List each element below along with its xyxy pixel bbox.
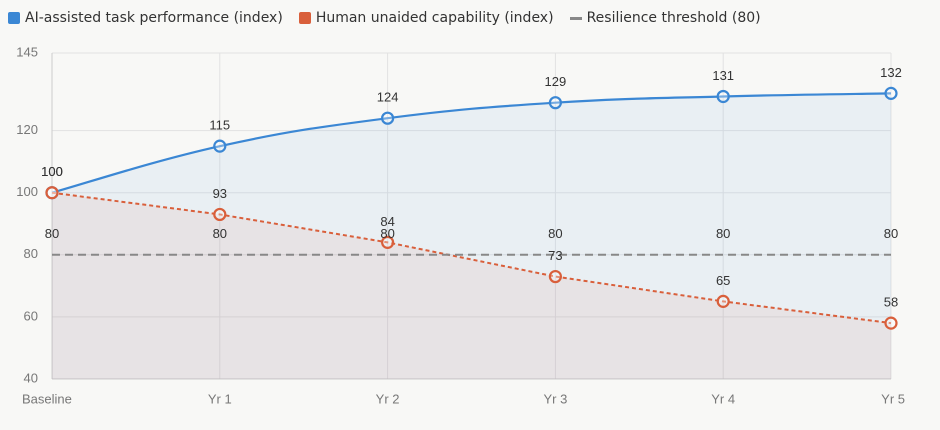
data-label: 131 <box>712 68 734 83</box>
data-label: 100 <box>41 164 63 179</box>
legend-swatch <box>569 16 582 20</box>
area-fill <box>52 93 891 379</box>
data-label: 129 <box>545 74 567 89</box>
legend-item[interactable]: AI-assisted task performance (index) <box>8 10 283 26</box>
x-tick-label: Yr 3 <box>543 391 567 406</box>
data-label: 132 <box>880 65 902 80</box>
data-label: 80 <box>884 226 898 241</box>
legend-label: Resilience threshold (80) <box>586 10 761 26</box>
data-label: 115 <box>209 118 230 133</box>
data-point <box>548 269 563 284</box>
data-label: 100 <box>41 164 63 179</box>
data-point <box>884 316 898 330</box>
data-point <box>381 111 395 125</box>
y-tick-label: 80 <box>24 246 38 261</box>
data-label: 58 <box>884 295 898 310</box>
data-label: 80 <box>548 226 562 241</box>
x-tick-label: Baseline <box>22 391 72 406</box>
legend-label: Human unaided capability (index) <box>315 10 554 26</box>
legend-item[interactable]: Resilience threshold (80) <box>569 10 761 26</box>
data-point <box>884 86 898 100</box>
data-label: 80 <box>380 226 394 241</box>
data-label: 73 <box>548 248 562 263</box>
area-fill <box>52 192 891 379</box>
legend-item[interactable]: Human unaided capability (index) <box>298 10 554 26</box>
legend-swatch <box>298 12 311 24</box>
data-label: 84 <box>380 214 394 229</box>
legend-swatch <box>8 12 20 24</box>
x-tick-label: Yr 2 <box>376 391 400 406</box>
data-point <box>213 207 227 222</box>
data-label: 124 <box>377 90 399 105</box>
data-point <box>716 294 730 308</box>
y-tick-label: 120 <box>16 122 38 137</box>
data-label: 80 <box>213 226 227 241</box>
y-tick-label: 40 <box>24 370 38 385</box>
data-label: 65 <box>716 273 730 288</box>
legend-label: AI-assisted task performance (index) <box>25 10 283 26</box>
data-point <box>381 235 395 249</box>
x-tick-label: Yr 1 <box>208 391 232 406</box>
y-tick-label: 100 <box>16 184 38 199</box>
y-tick-label: 60 <box>24 308 38 323</box>
series-line <box>51 92 892 194</box>
data-label: 80 <box>716 226 730 241</box>
y-tick-label: 145 <box>16 44 38 59</box>
data-point <box>213 139 227 153</box>
x-tick-label: Yr 5 <box>881 391 905 406</box>
data-point <box>716 89 730 104</box>
data-point <box>548 96 563 110</box>
data-label: 93 <box>213 186 227 201</box>
x-tick-label: Yr 4 <box>711 391 735 406</box>
legend: AI-assisted task performance (index) Huma… <box>8 10 761 26</box>
series-line <box>51 191 892 325</box>
data-point <box>45 186 59 200</box>
data-label: 80 <box>45 226 59 241</box>
